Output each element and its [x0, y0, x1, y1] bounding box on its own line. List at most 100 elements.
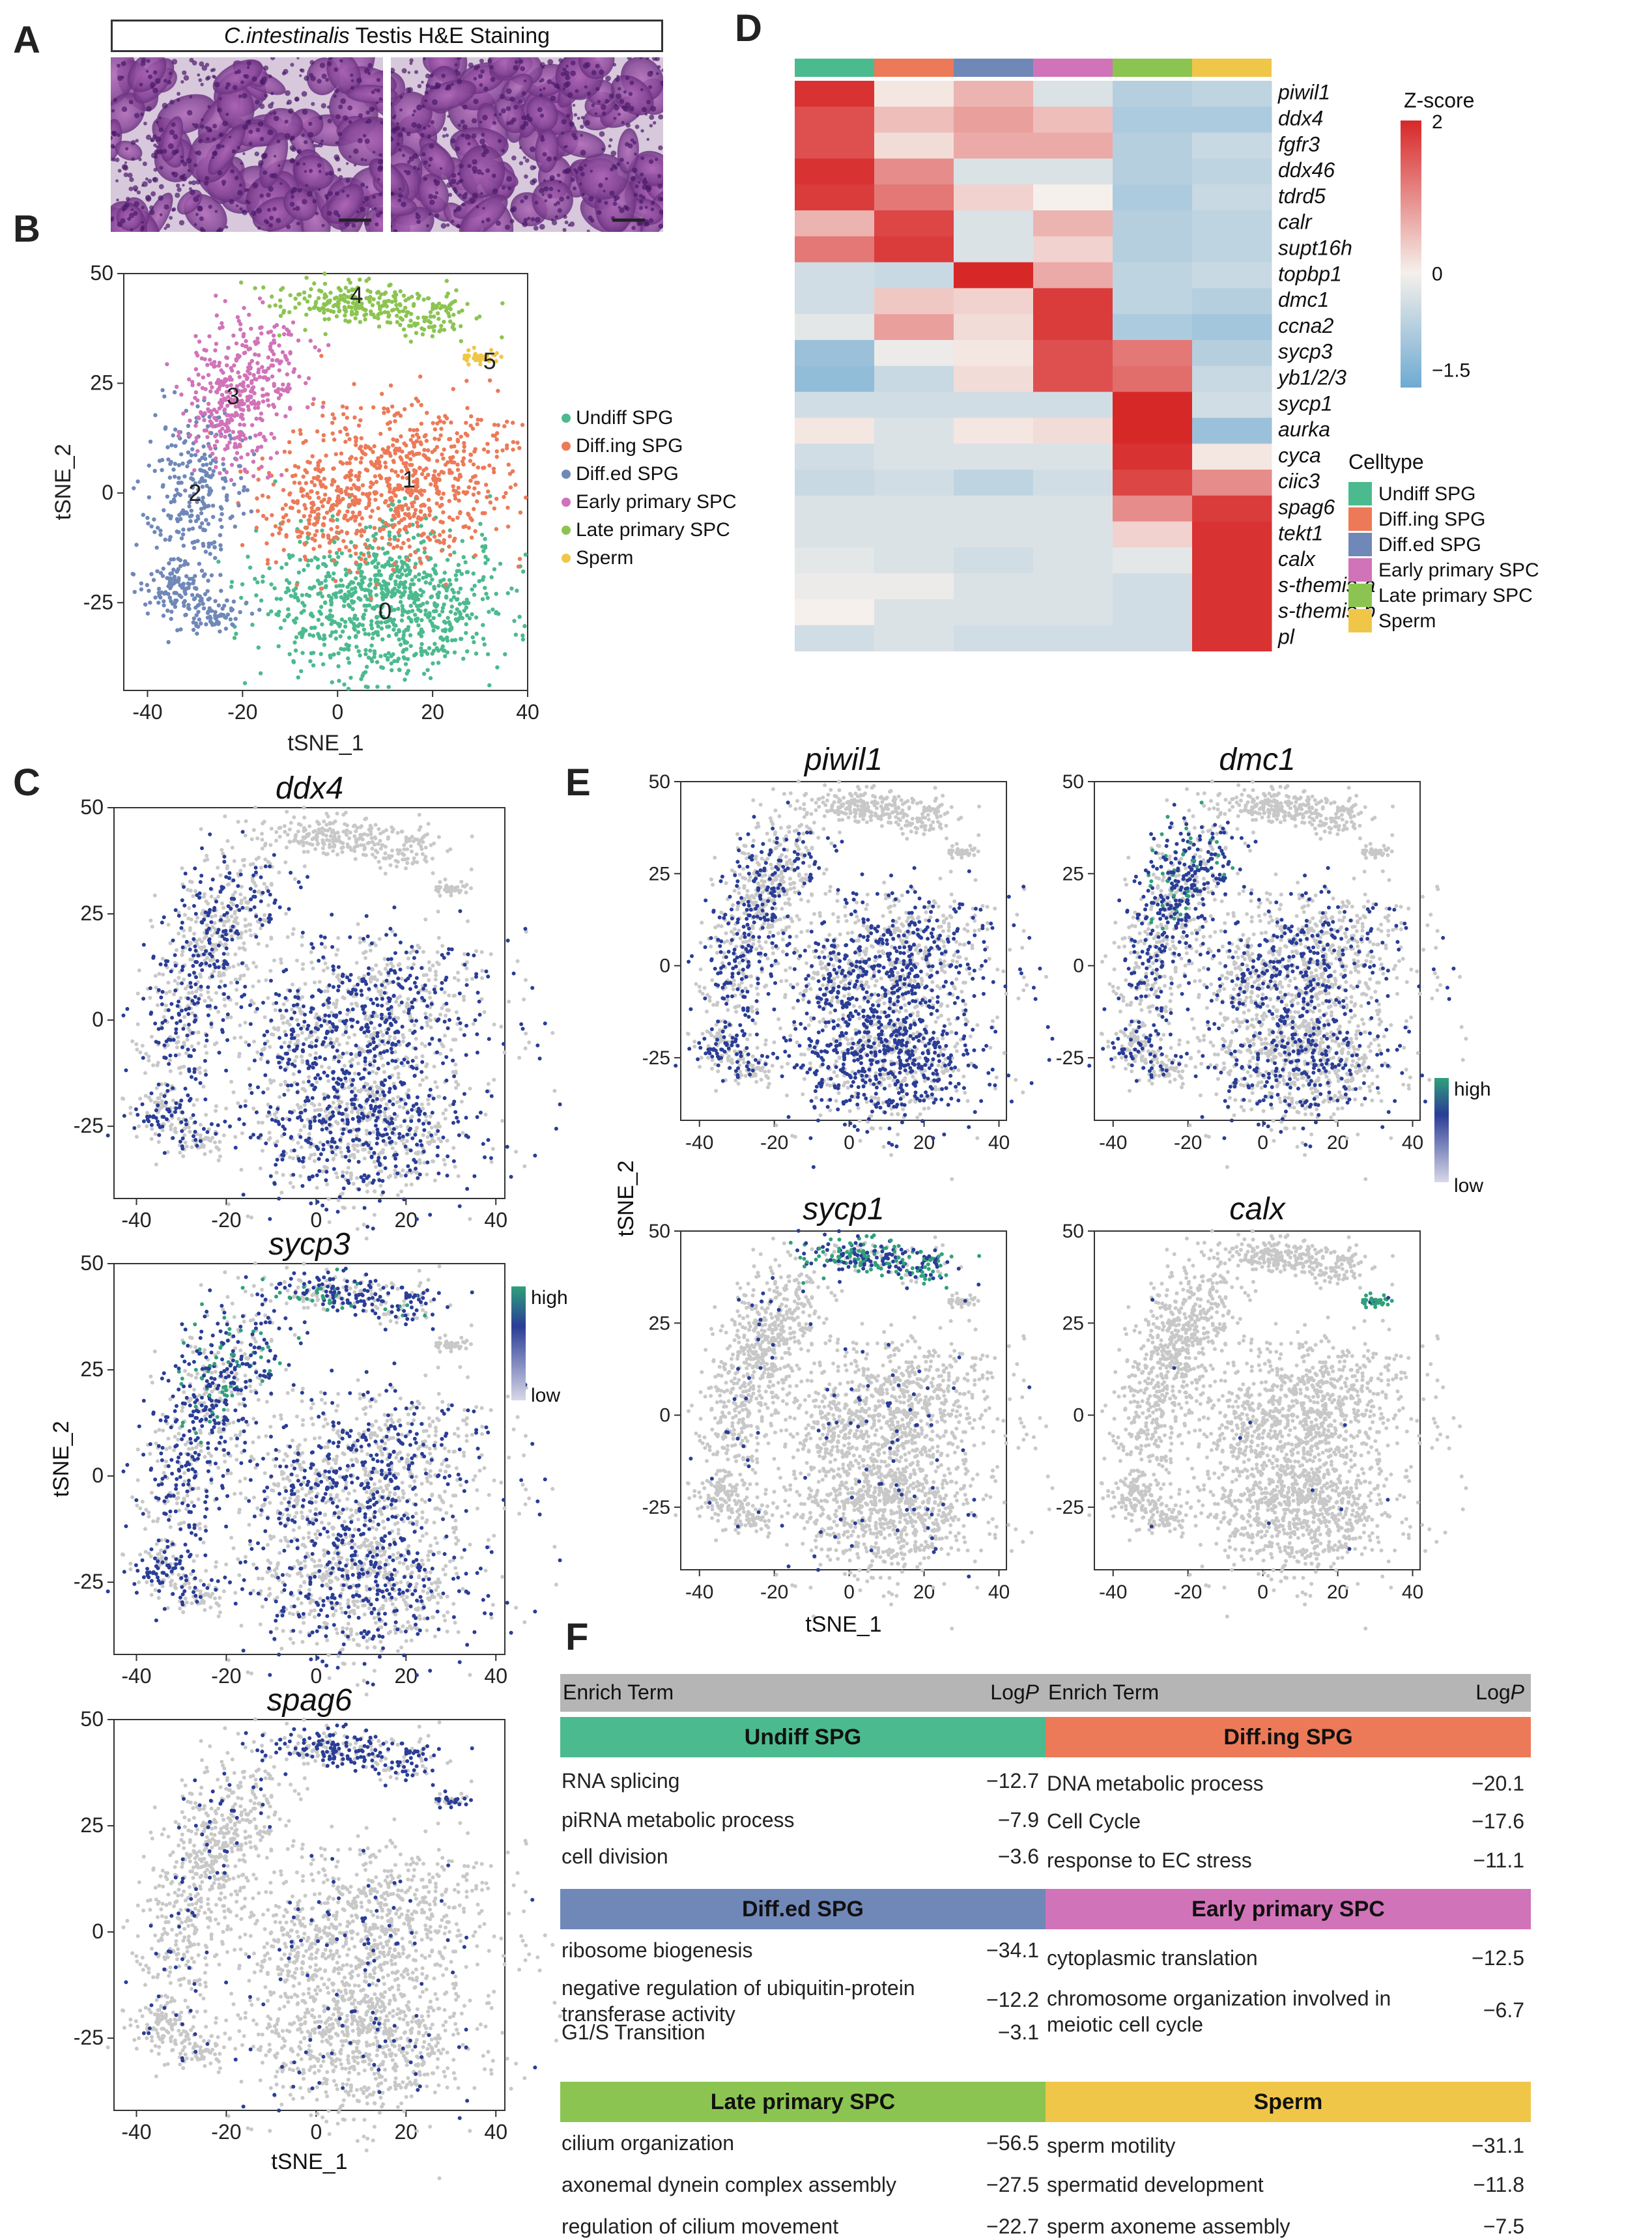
tsne-point — [282, 449, 287, 454]
expr-point — [355, 1226, 360, 1231]
heatmap-cell — [874, 340, 954, 367]
expr-point — [466, 919, 470, 924]
column-annotation — [1113, 59, 1192, 77]
tsne-point — [171, 433, 175, 438]
tsne-point — [362, 552, 366, 557]
tsne-point — [420, 332, 425, 337]
tsne-point — [434, 539, 439, 543]
heatmap-cell — [874, 184, 954, 211]
tsne-point — [240, 399, 244, 403]
heatmap-cell — [874, 236, 954, 263]
expr-point — [352, 849, 357, 853]
gene-row-label: spag6 — [1278, 495, 1335, 518]
expr-point — [182, 1064, 186, 1069]
tsne-point — [209, 362, 214, 366]
tsne-point — [488, 500, 493, 505]
expr-point — [198, 1145, 203, 1150]
expr-point — [243, 917, 248, 922]
expr-point — [176, 1040, 180, 1044]
tsne-point — [221, 462, 225, 466]
tsne-point — [331, 477, 335, 483]
tsne-point — [218, 422, 223, 427]
tsne-point — [338, 429, 343, 434]
tsne-point — [223, 627, 229, 631]
expr-point — [255, 1006, 259, 1011]
tsne-point — [375, 660, 380, 664]
expr-point — [246, 906, 250, 911]
tsne-point — [193, 453, 198, 457]
expr-point — [492, 1077, 496, 1082]
cluster-label: 5 — [483, 348, 496, 375]
tsne-point — [494, 610, 499, 614]
heatmap-cell — [1192, 547, 1272, 574]
expr-point — [341, 1170, 345, 1174]
tsne-point — [289, 332, 294, 337]
tsne-point — [294, 586, 298, 591]
expr-point — [326, 1197, 331, 1201]
tsne-point — [511, 420, 515, 425]
tsne-point — [360, 578, 364, 583]
heatmap-cell — [954, 547, 1034, 574]
tsne-point — [442, 571, 447, 575]
expr-point — [150, 924, 154, 929]
tsne-point — [180, 532, 186, 537]
tsne-point — [406, 296, 411, 301]
tsne-point — [212, 364, 218, 369]
tsne-point — [278, 298, 283, 303]
heatmap-cell — [1033, 625, 1113, 652]
tsne-point — [334, 550, 339, 556]
expr-point — [345, 1051, 349, 1055]
expr-point — [342, 1064, 347, 1068]
tsne-point — [335, 496, 341, 500]
tsne-point — [229, 365, 233, 371]
tsne-point — [442, 654, 448, 659]
tsne-point — [156, 586, 162, 591]
tsne-point — [214, 439, 220, 444]
tsne-point — [419, 646, 423, 651]
tsne-point — [312, 483, 317, 488]
species-name: C.intestinalis — [224, 23, 350, 48]
tsne-point — [165, 576, 169, 580]
tsne-point — [492, 422, 497, 427]
tsne-point — [443, 627, 448, 632]
expr-point — [320, 830, 324, 835]
expr-point — [204, 1113, 208, 1117]
gene-row-label: calx — [1278, 547, 1316, 571]
x-tick-label: 0 — [310, 1208, 322, 1232]
tsne-point — [428, 675, 433, 681]
heatmap-cell — [1113, 184, 1193, 211]
expr-point — [336, 1198, 341, 1202]
tsne-point — [401, 607, 405, 612]
tsne-point — [322, 562, 327, 567]
tsne-point — [243, 350, 248, 355]
tsne-point — [200, 485, 205, 489]
tsne-point — [364, 505, 369, 511]
tsne-point — [321, 637, 326, 642]
tsne-point — [311, 475, 317, 481]
expr-point — [438, 885, 442, 890]
tsne-point — [287, 450, 292, 455]
tsne-point — [491, 466, 496, 471]
tsne-point — [255, 405, 261, 410]
tsne-point — [274, 412, 279, 417]
tsne-point — [388, 383, 393, 388]
tsne-point — [195, 449, 200, 453]
tsne-point — [451, 539, 456, 543]
tsne-point — [318, 479, 322, 484]
tsne-point — [233, 442, 238, 446]
tsne-point — [177, 530, 181, 535]
tsne-point — [315, 429, 320, 434]
heatmap-cell — [795, 158, 875, 185]
expr-point — [188, 926, 193, 930]
expr-point — [244, 929, 248, 934]
tsne-point — [259, 464, 264, 469]
tsne-point — [393, 494, 398, 498]
tsne-point — [347, 604, 352, 609]
tsne-point — [381, 616, 386, 620]
heatmap-cell — [1033, 599, 1113, 626]
tsne-point — [397, 555, 402, 560]
tsne-point — [349, 619, 354, 624]
expr-point — [342, 1121, 347, 1126]
tsne-point — [339, 647, 343, 651]
gene-row-label: cyca — [1278, 444, 1321, 467]
